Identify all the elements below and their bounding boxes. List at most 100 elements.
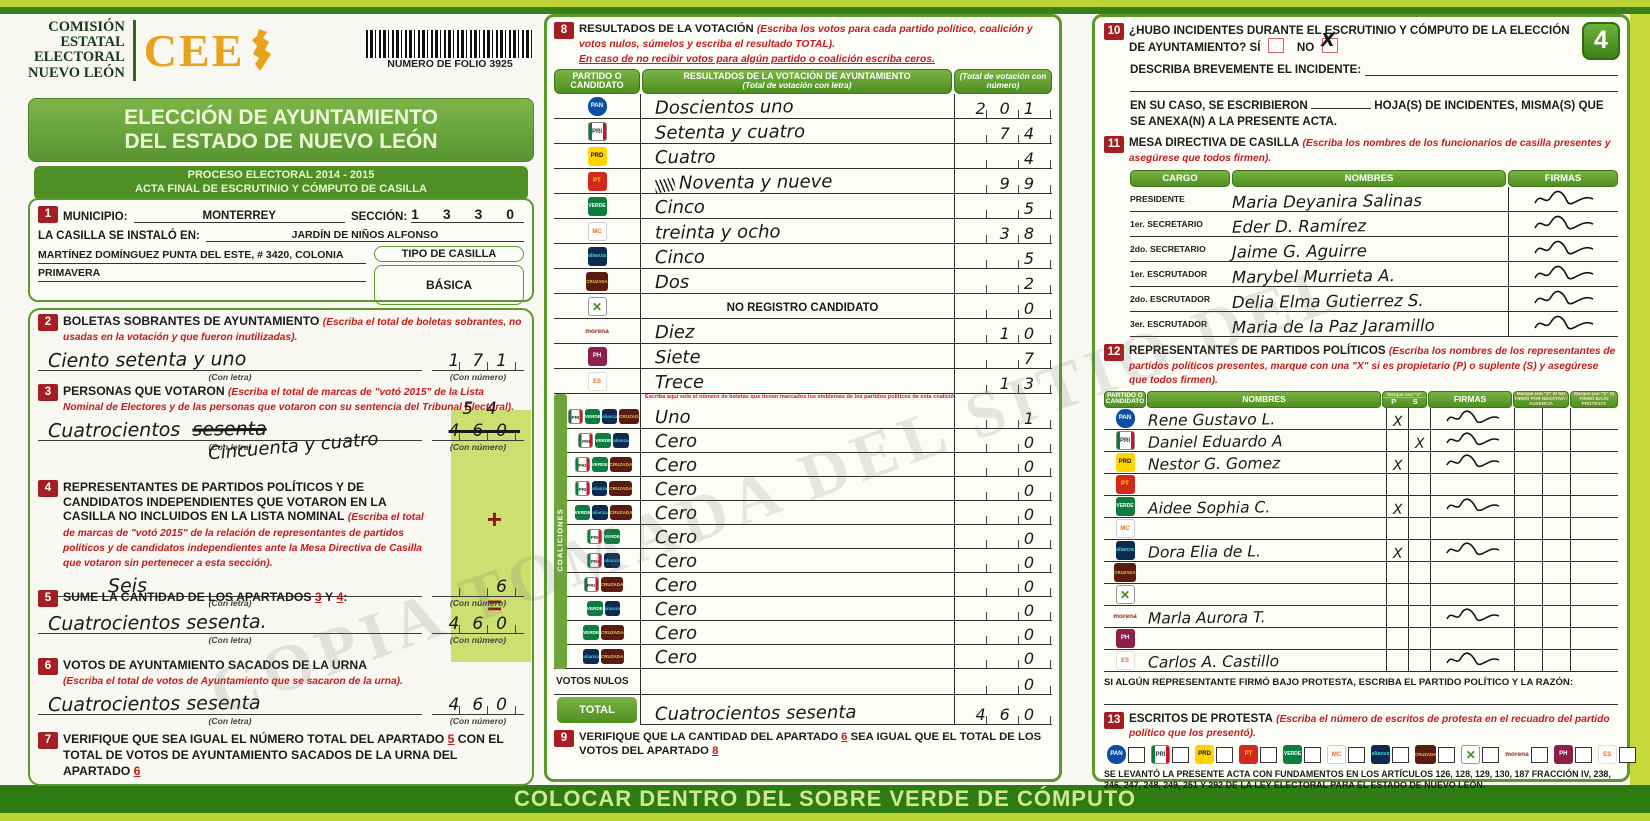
party-logo: PT — [1104, 474, 1146, 496]
cargo: 1er. ESCRUTADOR — [1130, 262, 1230, 287]
election-title: ELECCIÓN DE AYUNTAMIENTO DEL ESTADO DE N… — [28, 98, 534, 163]
negativa-cell — [1514, 649, 1542, 672]
negativa-cell — [1514, 561, 1542, 584]
header-firmas: FIRMAS — [1508, 169, 1618, 187]
result-row: MC treinta y ocho 38 — [554, 219, 1052, 245]
funcionario-nombre: Jaime G. Aguirre — [1231, 241, 1367, 263]
escritos-protesta-boxes: PAN PRI PRD PT V — [1106, 745, 1636, 765]
votes-in-words: Cuatro — [654, 147, 716, 169]
result-row: morena Diez 10 — [554, 319, 1052, 345]
protesta-count-box — [1172, 746, 1189, 763]
protesta-party-box: PRI — [1150, 745, 1189, 765]
protesta-cell — [1570, 517, 1618, 540]
section-13-note: (Escriba el número de escritos de protes… — [1129, 713, 1610, 740]
representante-nombre: Marla Aurora T. — [1147, 608, 1266, 628]
cargo: 1er. SECRETARIO — [1130, 212, 1230, 237]
votes-number: 0 — [1023, 529, 1048, 549]
section-2-badge: 2 — [38, 314, 58, 331]
votes-number: 5 — [1023, 199, 1048, 219]
section-11-badge: 11 — [1104, 136, 1124, 154]
ausencia-cell — [1542, 649, 1570, 672]
letra-tachada: sesenta — [192, 418, 267, 442]
form-header: COMISIÓN ESTATAL ELECTORAL NUEVO LEÓN CE… — [28, 19, 534, 81]
representante-row: PRD Nestor G. Gomez X — [1104, 451, 1618, 474]
funcionario-nombre: Maria de la Paz Jaramillo — [1231, 316, 1435, 338]
result-row: PRD Cuatro 4 — [554, 144, 1052, 170]
representante-row: alianza Dora Elia de L. X — [1104, 539, 1618, 562]
signature-icon — [1533, 265, 1593, 280]
org-name: COMISIÓN ESTATAL ELECTORAL NUEVO LEÓN — [28, 19, 136, 81]
votes-in-words: Cero — [654, 479, 698, 501]
representante-row: ES Carlos A. Castillo — [1104, 649, 1618, 672]
propietario-mark: X — [1392, 501, 1403, 518]
votes-in-words: Cero — [654, 431, 698, 453]
party-logo: morena — [1505, 751, 1529, 759]
votes-number: 0 — [1023, 601, 1048, 621]
coalition-row: PRI VERDE CRUZADA Cero 0 — [554, 453, 1052, 478]
firma — [1430, 429, 1514, 452]
incidente-writeline-1 — [1365, 62, 1618, 77]
nuevo-leon-shape-icon — [252, 29, 272, 72]
votes-number: 7 — [1023, 349, 1048, 369]
firma — [1430, 649, 1514, 672]
party-logo: PAN — [1104, 408, 1146, 430]
votos-urna-letra: Cuatrocientos sesenta — [47, 691, 261, 716]
party-logo: MC — [554, 219, 640, 245]
describa-label: DESCRIBA BREVEMENTE EL INCIDENTE: — [1130, 63, 1362, 77]
coalition-row: PRI VERDE alianza Cero 0 — [554, 429, 1052, 454]
mesa-row: 2do. ESCRUTADOR Delia Elma Gutierrez S. — [1130, 286, 1618, 312]
results-table-header: PARTIDO O CANDIDATO RESULTADOS DE LA VOT… — [554, 68, 1052, 95]
party-logo: VERDE — [1282, 745, 1303, 765]
incidentes-question: ¿HUBO INCIDENTES DURANTE EL ESCRUTINIO Y… — [1129, 24, 1570, 55]
no-checkbox: X — [1320, 30, 1338, 54]
section-4-note: (Escriba el total de marcas de "votó 201… — [63, 512, 424, 569]
sections-2-7-frame — [28, 308, 534, 786]
party-logo: PAN — [1106, 745, 1127, 765]
votes-in-words: Cero — [654, 527, 698, 549]
negativa-cell — [1514, 539, 1542, 562]
votes-in-words: Cero — [654, 575, 698, 597]
incidente-writeline-2 — [1130, 76, 1618, 93]
firma — [1508, 311, 1618, 337]
total-label: TOTAL — [557, 697, 637, 724]
ausencia-cell — [1542, 605, 1570, 628]
barcode — [366, 30, 534, 59]
section-12-badge: 12 — [1104, 343, 1124, 361]
party-logo: PRD — [1194, 745, 1215, 765]
protesta-cell — [1570, 605, 1618, 628]
votes-in-words: Cinco — [654, 197, 705, 219]
municipio-value: MONTERREY — [133, 210, 345, 223]
nulos-numero: 0 — [1023, 675, 1048, 695]
negativa-cell — [1514, 451, 1542, 474]
section-7-verifique: 7 VERIFIQUE QUE SEA IGUAL EL NÚMERO TOTA… — [38, 732, 524, 780]
section-9-text: VERIFIQUE QUE LA CANTIDAD DEL APARTADO 6… — [579, 731, 1042, 758]
municipio-label: MUNICIPIO: — [63, 211, 128, 223]
coalition-row: alianza CRUZADA Cero 0 — [554, 645, 1052, 670]
coalition-row: PRI CRUZADA Cero 0 — [554, 573, 1052, 598]
casilla-direccion: MARTÍNEZ DOMÍNGUEZ PUNTA DEL ESTE, # 342… — [38, 246, 366, 305]
result-row: PH Siete 7 — [554, 344, 1052, 370]
header-nombres: NOMBRES — [1147, 391, 1381, 408]
firma — [1508, 236, 1618, 262]
header-partido: PARTIDO O CANDIDATO — [1104, 391, 1146, 408]
coalition-row: PRI alianza Cero 0 — [554, 549, 1052, 574]
party-logo: alianza — [1370, 745, 1391, 765]
representantes-table: PARTIDO O CANDIDATO NOMBRES Marque con "… — [1104, 391, 1618, 672]
votes-number: 0 — [1023, 553, 1048, 573]
protesta-count-box — [1304, 746, 1321, 763]
section-8-note1: (Escriba los votos para cada partido pol… — [579, 24, 1033, 50]
mesa-directiva-table: CARGO NOMBRES FIRMAS PRESIDENTE Maria De… — [1130, 169, 1618, 338]
section-13-title: ESCRITOS DE PROTESTA — [1129, 711, 1273, 725]
propietario-mark: X — [1392, 413, 1403, 430]
votes-in-words: Doscientos uno — [654, 96, 794, 120]
hojas-blank — [1311, 108, 1372, 110]
votes-number: 0 — [1023, 577, 1048, 597]
coaliciones-bar: COALICIONES — [554, 394, 567, 670]
ausencia-cell — [1542, 517, 1570, 540]
votes-in-words: Cero — [654, 623, 698, 645]
protesta-party-box: CRUZADA — [1414, 745, 1456, 765]
protesta-cell — [1570, 539, 1618, 562]
section-3-title: PERSONAS QUE VOTARON — [63, 384, 225, 398]
protesta-cell — [1570, 627, 1618, 650]
votes-number: 0 — [1023, 457, 1048, 477]
